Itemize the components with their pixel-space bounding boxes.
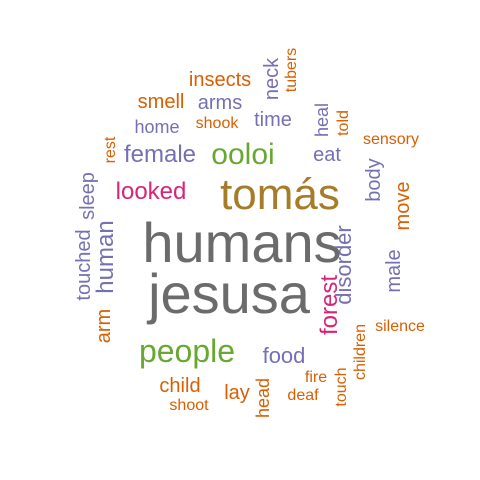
word-children: children [352,323,369,381]
word-tubers: tubers [283,47,300,93]
word-humans: humans [142,211,342,274]
word-arm: arm [93,308,115,344]
word-home: home [134,117,180,137]
word-neck: neck [261,57,283,101]
word-child: child [159,375,201,397]
word-head: head [253,377,273,419]
word-touch: touch [333,367,350,407]
word-disorder: disorder [331,225,356,305]
word-fire: fire [304,369,328,386]
word-arms: arms [197,92,243,114]
word-shoot: shoot [169,397,209,414]
word-ooloi: ooloi [211,138,275,171]
word-eat: eat [313,144,341,166]
word-lay: lay [224,382,250,404]
word-move: move [392,181,414,231]
word-rest: rest [102,136,119,164]
word-sensory: sensory [362,131,420,148]
word-smell: smell [137,91,185,113]
word-sleep: sleep [77,172,99,220]
word-shook: shook [195,115,239,132]
word-male: male [383,249,405,293]
word-looked: looked [115,178,187,205]
word-body: body [363,158,385,202]
word-human: human [92,220,119,294]
word-food: food [262,343,306,368]
word-deaf: deaf [287,387,319,404]
word-tomas: tomás [220,170,340,219]
word-told: told [335,110,352,136]
word-touched: touched [73,229,95,301]
word-insects: insects [188,69,252,91]
word-silence: silence [375,318,425,335]
word-female: female [123,141,197,168]
word-heal: heal [312,102,332,138]
word-time: time [254,109,292,131]
word-people: people [138,333,236,369]
word-jesusa: jesusa [148,262,310,325]
